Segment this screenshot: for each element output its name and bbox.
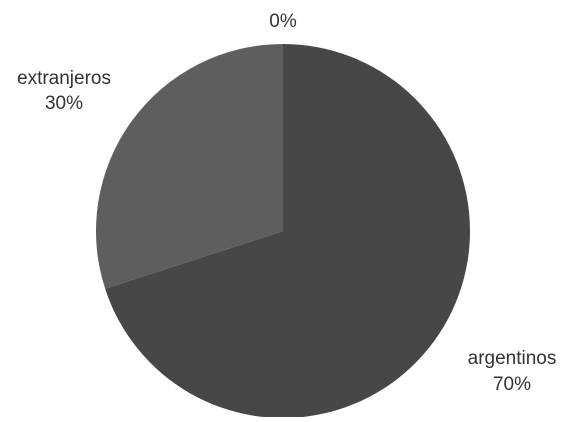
slice-label-extranjeros-name: extranjeros	[17, 68, 111, 89]
pie-slice-argentinos	[105, 44, 470, 418]
slice-label-empty-percent: 0%	[269, 11, 297, 32]
slice-label-argentinos-name: argentinos	[468, 348, 557, 369]
labels-layer: 0% extranjeros 30% argentinos 70%	[17, 11, 556, 395]
slice-label-extranjeros-percent: 30%	[45, 93, 83, 114]
slices-layer	[95, 44, 470, 418]
pie-slice-extranjeros	[95, 44, 283, 289]
slice-label-argentinos-percent: 70%	[493, 374, 531, 395]
